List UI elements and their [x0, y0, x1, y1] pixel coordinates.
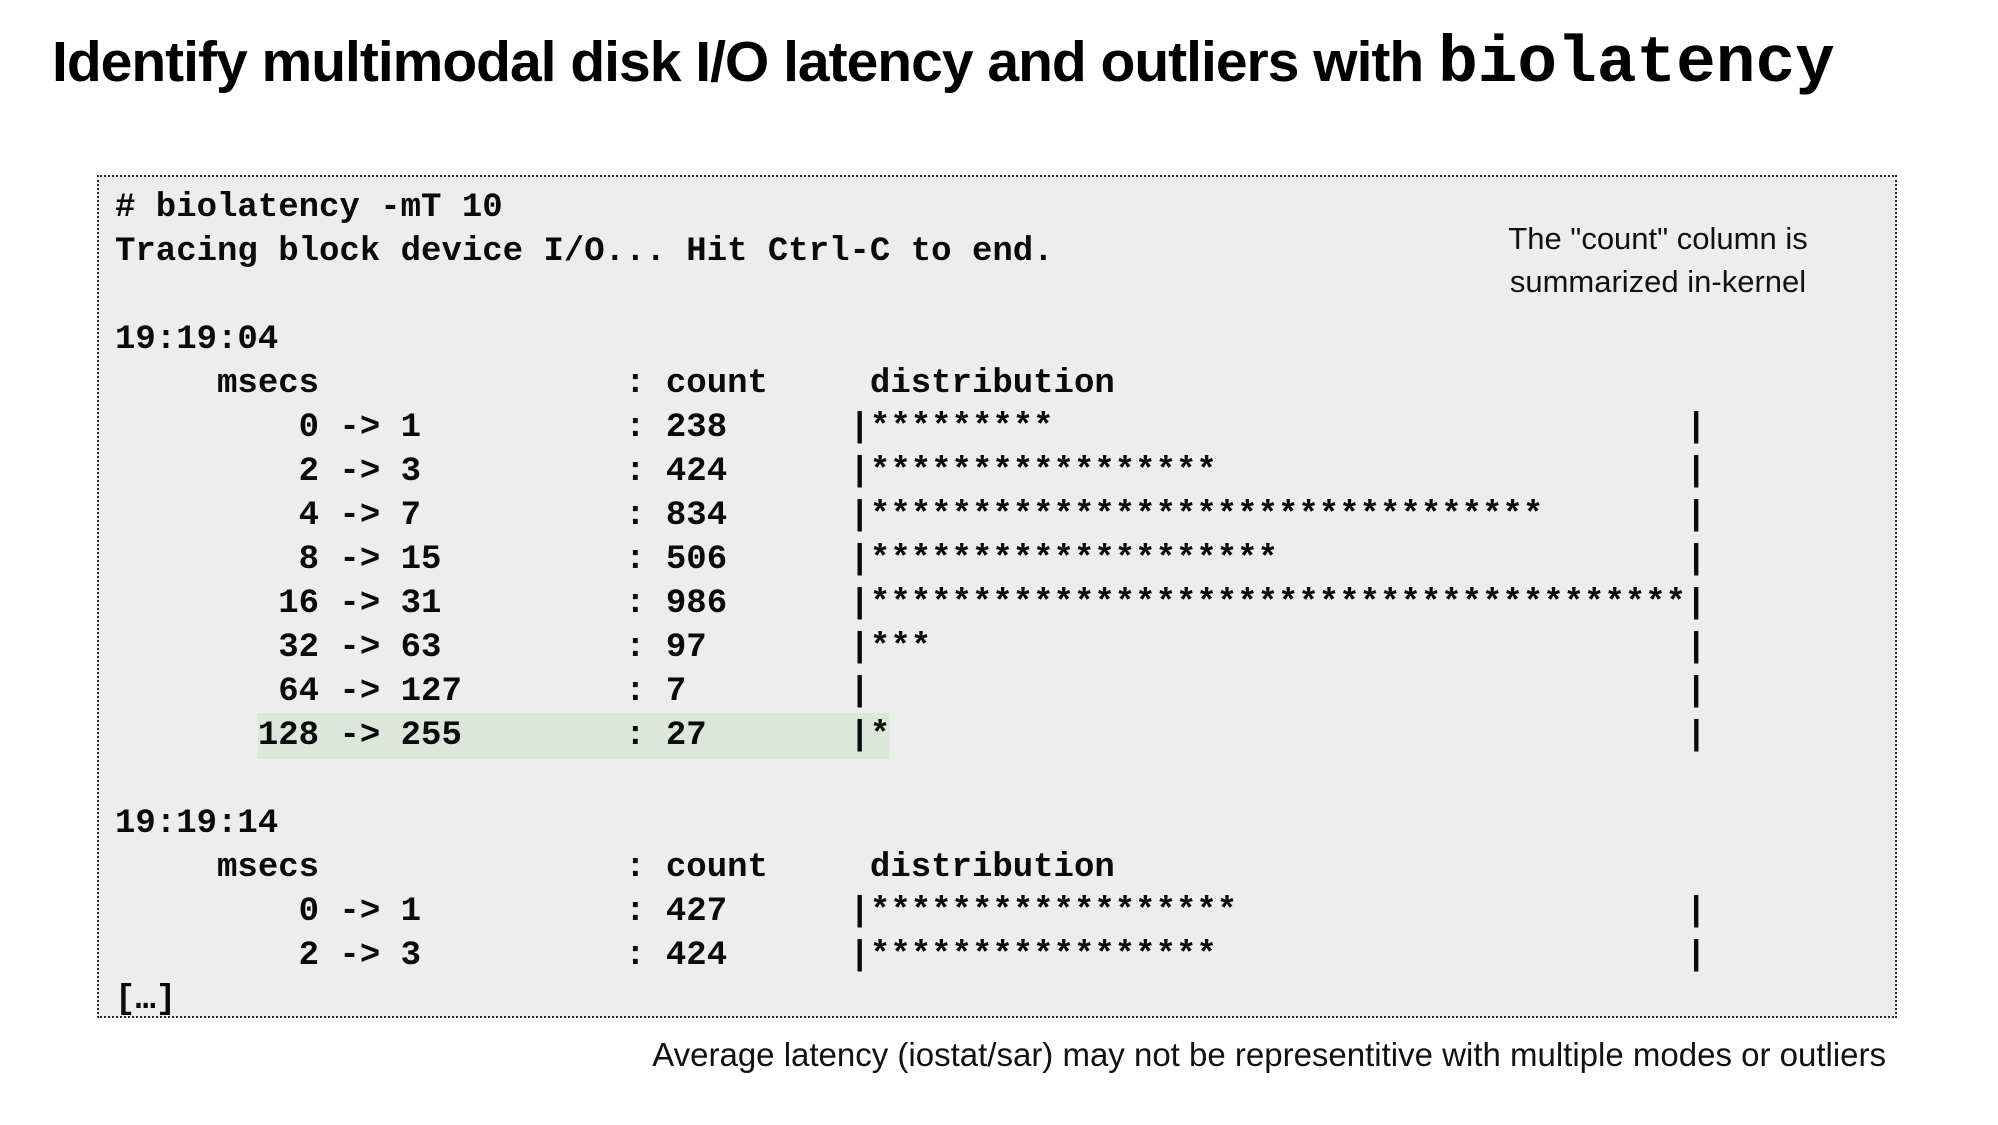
terminal-line: 0 -> 1 : 427 |****************** | [115, 893, 1707, 931]
title-text: Identify multimodal disk I/O latency and… [52, 30, 1439, 94]
count-column-annotation: The "count" column is summarized in-kern… [1443, 217, 1873, 303]
terminal-text: # biolatency -mT 10 Tracing block device … [99, 177, 1895, 1022]
terminal-line: 0 -> 1 : 238 |********* | [115, 409, 1707, 447]
terminal-output-box: # biolatency -mT 10 Tracing block device … [97, 175, 1897, 1019]
terminal-line: 128 -> 255 : 27 |* | [115, 713, 1895, 759]
terminal-line: 4 -> 7 : 834 |**************************… [115, 497, 1707, 535]
page-title: Identify multimodal disk I/O latency and… [52, 26, 1835, 101]
terminal-line: msecs : count distribution [115, 365, 1115, 403]
terminal-line: 19:19:14 [115, 805, 279, 843]
bottom-caption: Average latency (iostat/sar) may not be … [652, 1036, 1886, 1073]
terminal-line: 64 -> 127 : 7 | | [115, 673, 1707, 711]
terminal-line: # biolatency -mT 10 [115, 189, 503, 227]
highlighted-outlier-row: 128 -> 255 : 27 |* [257, 713, 891, 759]
terminal-line: 2 -> 3 : 424 |***************** | [115, 937, 1707, 975]
annotation-line-1: The "count" column is [1508, 221, 1808, 256]
annotation-line-2: summarized in-kernel [1509, 264, 1807, 299]
title-code-biolatency: biolatency [1438, 26, 1835, 101]
terminal-line: msecs : count distribution [115, 849, 1115, 887]
terminal-line: 16 -> 31 : 986 |************************… [115, 585, 1707, 623]
terminal-line [115, 758, 1895, 802]
terminal-line: Tracing block device I/O... Hit Ctrl-C t… [115, 233, 1054, 271]
terminal-line: 19:19:04 [115, 321, 279, 359]
terminal-line: 32 -> 63 : 97 |*** | [115, 629, 1707, 667]
terminal-line: […] [115, 981, 177, 1019]
terminal-line: 8 -> 15 : 506 |******************** | [115, 541, 1707, 579]
terminal-line: 2 -> 3 : 424 |***************** | [115, 453, 1707, 491]
